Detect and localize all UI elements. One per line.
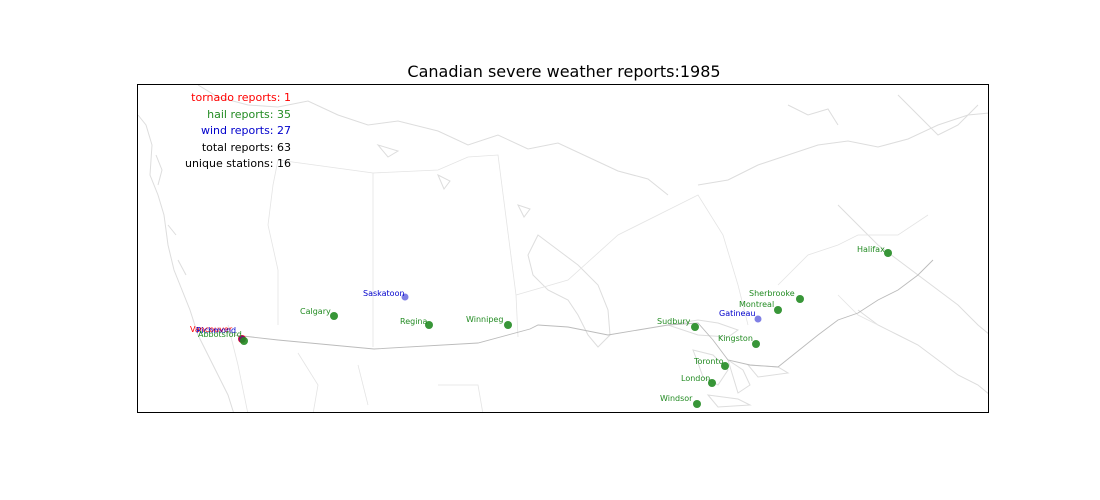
station-label-sudbury: Sudbury	[657, 317, 691, 326]
station-label-montreal: Montreal	[739, 300, 774, 309]
station-marker-windsor	[693, 400, 701, 408]
station-marker-montreal	[774, 306, 782, 314]
coastlines	[138, 85, 988, 412]
station-label-windsor: Windsor	[660, 394, 693, 403]
station-label-winnipeg: Winnipeg	[466, 315, 503, 324]
station-label-toronto: Toronto	[693, 357, 724, 366]
legend-tornado-count: tornado reports: 1	[191, 91, 291, 104]
basemap	[138, 85, 988, 412]
station-marker-halifax	[884, 249, 892, 257]
station-marker-sherbrooke	[796, 295, 804, 303]
station-marker-winnipeg	[504, 321, 512, 329]
station-marker-saskatoon	[401, 293, 409, 301]
legend-total-count: total reports: 63	[201, 140, 291, 154]
station-label-calgary: Calgary	[300, 307, 331, 316]
station-label-london: London	[681, 374, 710, 383]
station-label-halifax: Halifax	[857, 245, 885, 254]
station-label-vancouver: Vancouver	[190, 325, 233, 334]
station-marker-gatineau	[754, 315, 762, 323]
map-title: Canadian severe weather reports:1985	[407, 62, 721, 81]
legend-hail-count: hail reports: 35	[207, 107, 291, 121]
legend-unique-stations: unique stations: 16	[184, 157, 291, 170]
station-label-sherbrooke: Sherbrooke	[749, 289, 795, 298]
station-label-regina: Regina	[400, 317, 427, 326]
station-marker-london	[708, 379, 716, 387]
international-border	[233, 259, 934, 368]
legend: tornado reports: 1 hail reports: 35 wind…	[150, 90, 291, 173]
station-marker-abbotsford	[240, 337, 248, 345]
station-marker-regina	[425, 321, 433, 329]
station-marker-toronto	[721, 362, 729, 370]
map-frame: Vancouver Richmond Abbotsford Calgary Saskat…	[137, 84, 989, 413]
station-marker-kingston	[752, 340, 760, 348]
station-label-abbotsford: Abbotsford	[198, 330, 242, 339]
station-label-richmond: Richmond	[196, 326, 236, 335]
station-label-saskatoon: Saskatoon	[363, 289, 405, 298]
station-marker-calgary	[330, 312, 338, 320]
provincial-borders	[227, 154, 929, 412]
station-label-gatineau: Gatineau	[719, 309, 755, 318]
station-marker-sudbury	[691, 323, 699, 331]
legend-wind-count: wind reports: 27	[200, 124, 291, 137]
station-label-kingston: Kingston	[718, 334, 753, 343]
